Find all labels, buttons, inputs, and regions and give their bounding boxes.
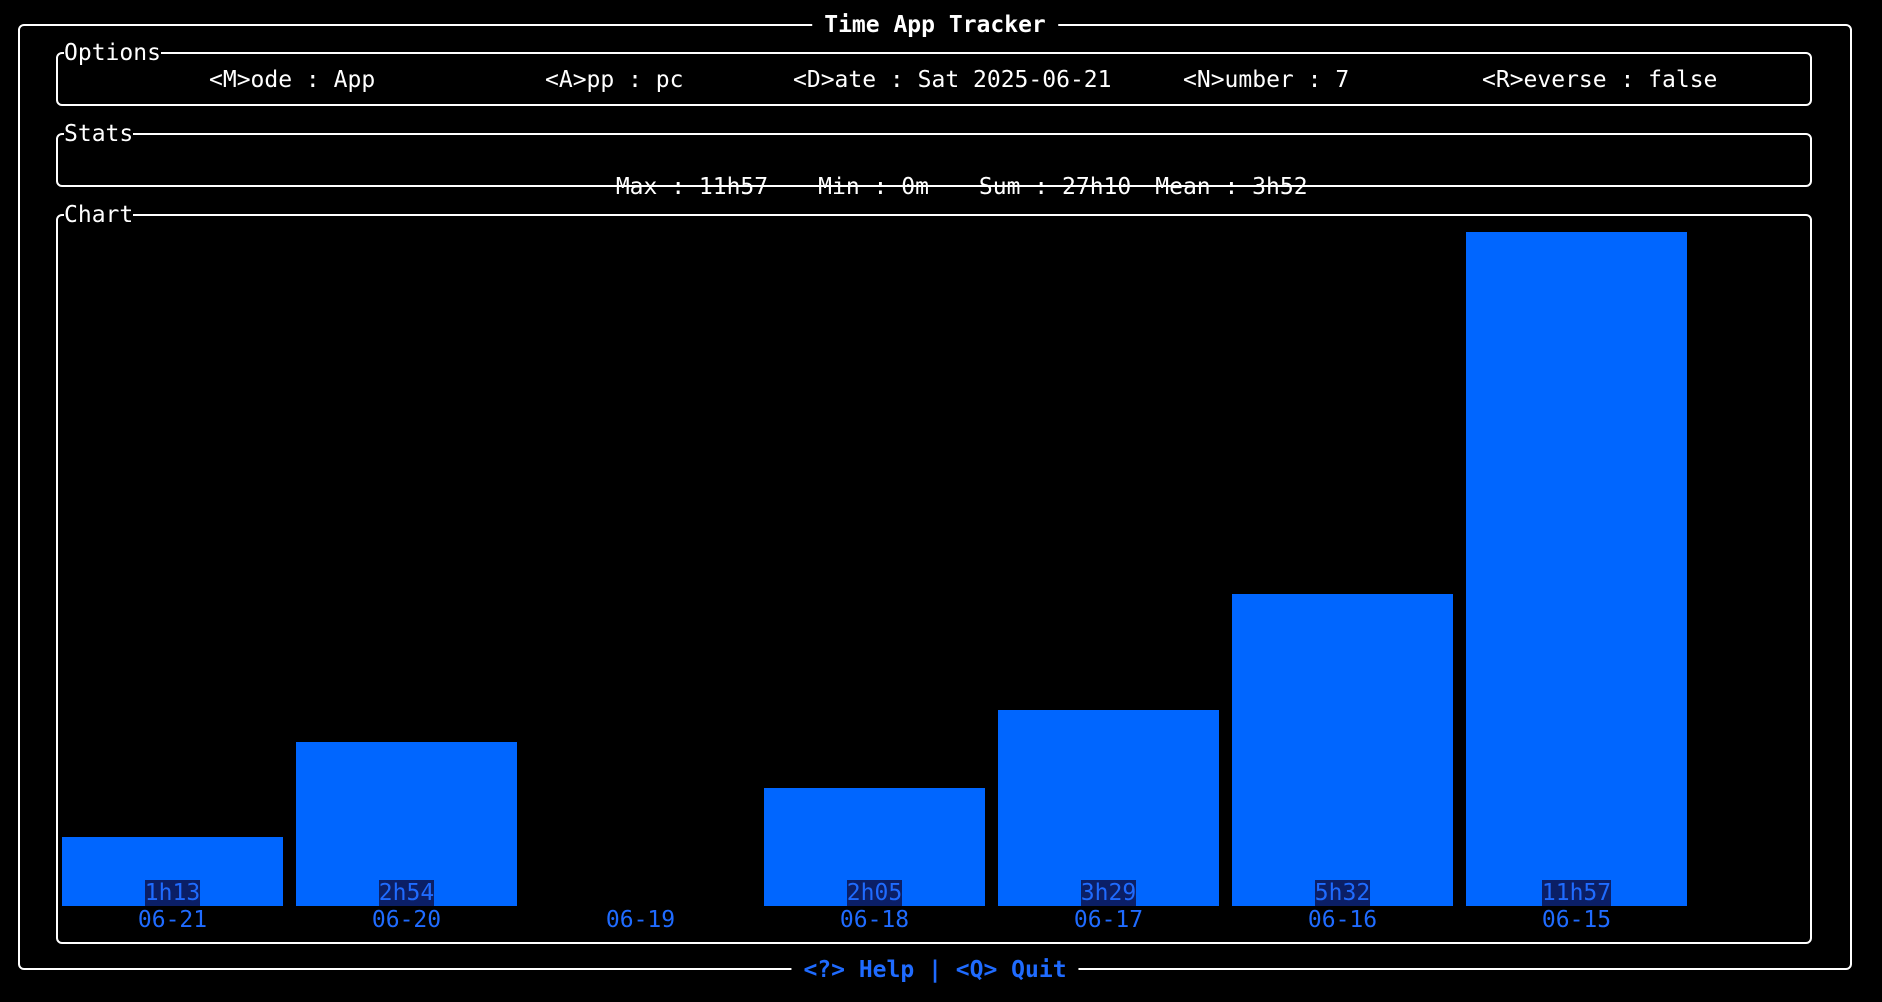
options-title: Options [64, 40, 161, 66]
stat-mean: Mean : 3h52 [1155, 174, 1308, 200]
mode-option[interactable]: <M>ode : App [209, 67, 376, 93]
bar-date-label: 06-19 [605, 907, 676, 933]
date-option[interactable]: <D>ate : Sat 2025-06-21 [793, 67, 1112, 93]
bar-06-17 [998, 710, 1219, 906]
stat-sum: Sum : 27h10 [978, 174, 1132, 200]
bar-date-label: 06-15 [1541, 907, 1612, 933]
reverse-option[interactable]: <R>everse : false [1482, 67, 1718, 93]
bar-value-label: 2h05 [846, 880, 903, 906]
stats-title: Stats [64, 121, 134, 147]
chart-title: Chart [64, 202, 134, 228]
stats-panel: Stats Max : 11h57 Min : 0m Sum : 27h10 Mean… [56, 121, 1812, 200]
bar-date-label: 06-16 [1307, 907, 1378, 933]
options-panel: Options <M>ode : App <A>pp : pc <D>ate :… [56, 40, 1812, 106]
bar-06-20 [296, 742, 517, 906]
stat-min: Min : 0m [818, 174, 929, 200]
bar-value-label: 2h54 [378, 880, 435, 906]
bar-chart: 1h13 06-21 2h54 06-20 06-19 2h05 06-18 3h29 06-1… [62, 220, 1808, 940]
app-window: Time App Tracker <?> Help | <Q> Quit [18, 12, 1852, 983]
bar-date-label: 06-21 [137, 907, 208, 933]
bar-value-label: 5h32 [1314, 880, 1371, 906]
bar-date-label: 06-17 [1073, 907, 1144, 933]
bar-date-label: 06-18 [839, 907, 910, 933]
bar-value-label: 1h13 [144, 880, 201, 906]
app-option[interactable]: <A>pp : pc [545, 67, 684, 93]
bar-value-label: 11h57 [1541, 880, 1612, 906]
bar-value-label: 3h29 [1080, 880, 1137, 906]
help-quit-hint[interactable]: <?> Help | <Q> Quit [791, 957, 1079, 983]
bar-06-15 [1466, 232, 1687, 906]
stats-line: Max : 11h57 Min : 0m Sum : 27h10 Mean : 3h5… [58, 148, 1810, 226]
chart-panel: Chart 1h13 06-21 2h54 06-20 06-19 2h05 06-18 3h… [56, 202, 1812, 944]
app-title: Time App Tracker [812, 12, 1058, 38]
bar-date-label: 06-20 [371, 907, 442, 933]
stat-max: Max : 11h57 [615, 174, 769, 200]
bar-06-16 [1232, 594, 1453, 906]
number-option[interactable]: <N>umber : 7 [1183, 67, 1350, 93]
